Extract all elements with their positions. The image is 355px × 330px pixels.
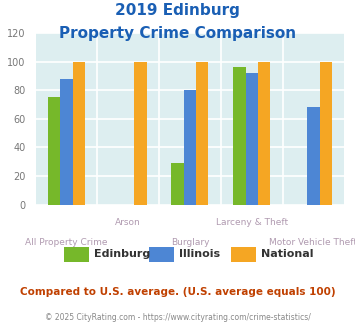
Text: © 2025 CityRating.com - https://www.cityrating.com/crime-statistics/: © 2025 CityRating.com - https://www.city… <box>45 314 310 322</box>
Text: 2019 Edinburg: 2019 Edinburg <box>115 3 240 18</box>
Text: Motor Vehicle Theft: Motor Vehicle Theft <box>269 238 355 247</box>
Text: All Property Crime: All Property Crime <box>25 238 108 247</box>
Bar <box>60 79 72 205</box>
Bar <box>320 62 332 205</box>
Bar <box>307 107 320 205</box>
Bar <box>233 67 246 205</box>
Text: Compared to U.S. average. (U.S. average equals 100): Compared to U.S. average. (U.S. average … <box>20 287 335 297</box>
Bar <box>134 62 147 205</box>
Text: Burglary: Burglary <box>171 238 209 247</box>
Bar <box>72 62 85 205</box>
Text: Illinois: Illinois <box>179 249 220 259</box>
Bar <box>196 62 208 205</box>
Bar <box>184 90 196 205</box>
Bar <box>246 73 258 205</box>
Bar <box>171 163 184 205</box>
Text: Arson: Arson <box>115 218 141 227</box>
Bar <box>258 62 270 205</box>
Text: Property Crime Comparison: Property Crime Comparison <box>59 26 296 41</box>
Bar <box>48 97 60 205</box>
Text: Larceny & Theft: Larceny & Theft <box>215 218 288 227</box>
Text: National: National <box>261 249 313 259</box>
Text: Edinburg: Edinburg <box>94 249 150 259</box>
